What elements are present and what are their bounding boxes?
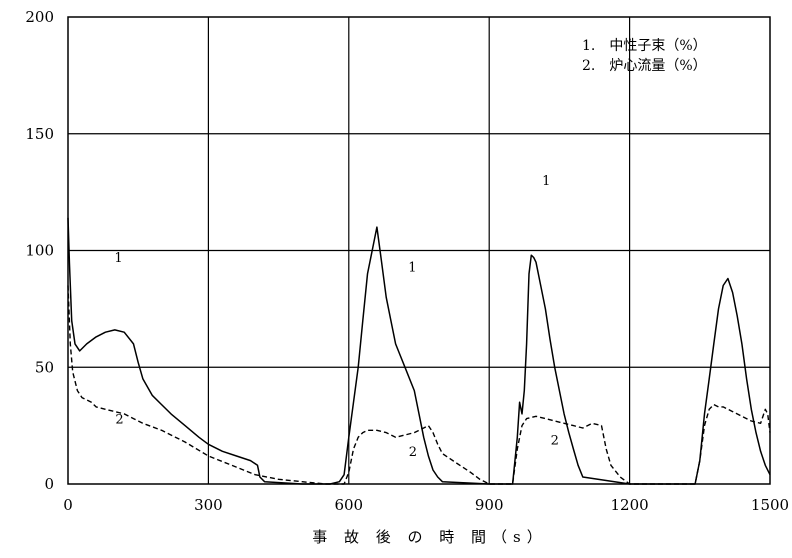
x-tick-label: 0	[63, 496, 73, 514]
legend: 1. 中性子束（%） 2. 炉心流量（%）	[582, 38, 707, 74]
series-label-2: 2	[551, 433, 559, 448]
plot-frame	[67, 16, 771, 485]
series-label-2: 2	[409, 445, 417, 460]
series-label-2: 2	[115, 412, 123, 427]
legend-entry-1: 1. 中性子束（%）	[582, 38, 707, 54]
y-tick-label: 50	[35, 358, 54, 376]
x-tick-label: 1200	[611, 496, 649, 514]
annotation-layer: 1 2 1 2 1 2	[114, 174, 558, 460]
x-tick-label: 900	[475, 496, 504, 514]
x-tick-label: 1500	[751, 496, 789, 514]
y-tick-label: 150	[25, 125, 54, 143]
legend-entry-2: 2. 炉心流量（%）	[582, 58, 707, 74]
x-axis-label: 事 故 後 の 時 間（s）	[312, 528, 548, 546]
series-label-1: 1	[542, 174, 550, 189]
series-layer	[67, 217, 771, 485]
series-line-2	[67, 285, 771, 485]
y-tick-label: 200	[25, 8, 54, 26]
x-tick-label: 300	[194, 496, 223, 514]
y-tick-label: 0	[44, 475, 54, 493]
grid	[68, 17, 770, 484]
series-label-1: 1	[114, 251, 122, 266]
y-tick-label: 100	[25, 242, 54, 260]
y-tick-labels: 0 50 100 150 200	[25, 8, 54, 493]
series-label-1: 1	[408, 261, 416, 276]
x-tick-label: 600	[334, 496, 363, 514]
x-tick-labels: 0 300 600 900 1200 1500	[63, 496, 789, 514]
